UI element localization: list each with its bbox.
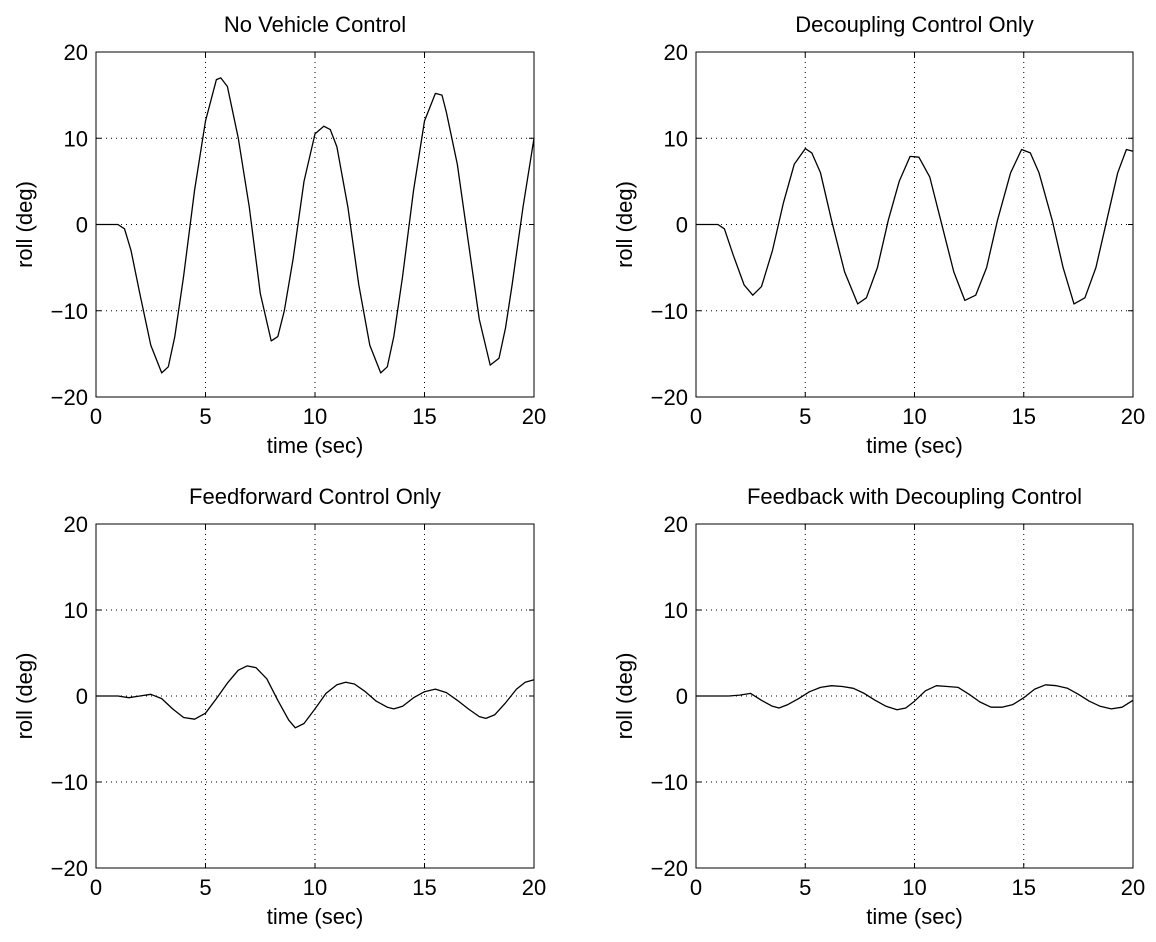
axes-box	[695, 51, 1134, 398]
y-tick-label: 10	[664, 126, 688, 151]
y-tick-label: 20	[664, 512, 688, 537]
y-tick-label: −10	[651, 299, 688, 324]
y-tick-label: 10	[64, 598, 88, 623]
y-tick-label: 0	[76, 684, 88, 709]
series-line-1	[96, 77, 535, 374]
x-tick-label: 0	[90, 875, 102, 900]
y-tick-label: −20	[51, 856, 88, 881]
y-tick-label: −20	[651, 856, 688, 881]
x-axis-label: time (sec)	[866, 433, 963, 458]
y-tick-label: −10	[51, 299, 88, 324]
subplot-3: 0 5 10 15 20 −20 −10 0 10 20 Feedforward Control O…	[12, 484, 546, 929]
x-tick-label: 15	[1012, 875, 1036, 900]
series-line-1	[96, 665, 535, 729]
chart-title: Feedback with Decoupling Control	[747, 484, 1082, 509]
y-tick-label: 10	[64, 126, 88, 151]
x-axis-label: time (sec)	[866, 904, 963, 929]
axes-box	[695, 523, 1134, 869]
y-tick-label: 20	[664, 40, 688, 65]
x-tick-label: 20	[1121, 875, 1145, 900]
series-line-1	[696, 147, 1134, 305]
y-tick-label: −10	[651, 770, 688, 795]
x-tick-label: 10	[902, 404, 926, 429]
y-tick-label: 10	[664, 598, 688, 623]
x-tick-label: 5	[799, 404, 811, 429]
y-tick-label: −20	[51, 385, 88, 410]
y-tick-label: 20	[64, 512, 88, 537]
y-tick-label: 0	[676, 213, 688, 238]
y-tick-label: 0	[676, 684, 688, 709]
x-tick-label: 10	[303, 404, 327, 429]
y-axis-label: roll (deg)	[612, 653, 637, 740]
chart-title: Decoupling Control Only	[795, 12, 1033, 37]
x-tick-label: 0	[690, 404, 702, 429]
x-tick-label: 5	[199, 404, 211, 429]
x-tick-label: 5	[799, 875, 811, 900]
y-tick-label: −20	[651, 385, 688, 410]
chart-title: No Vehicle Control	[224, 12, 406, 37]
chart-title: Feedforward Control Only	[189, 484, 441, 509]
subplot-4: 0 5 10 15 20 −20 −10 0 10 20 Feedback with Decoupl…	[612, 484, 1145, 929]
x-tick-label: 10	[303, 875, 327, 900]
y-tick-label: 20	[64, 40, 88, 65]
x-tick-label: 0	[90, 404, 102, 429]
x-tick-label: 20	[522, 875, 546, 900]
x-tick-label: 20	[1121, 404, 1145, 429]
x-tick-label: 0	[690, 875, 702, 900]
y-axis-label: roll (deg)	[612, 181, 637, 268]
x-axis-label: time (sec)	[267, 433, 364, 458]
x-tick-label: 15	[1012, 404, 1036, 429]
y-tick-label: 0	[76, 213, 88, 238]
x-tick-label: 10	[902, 875, 926, 900]
subplot-1: 0 5 10 15 20 −20 −10 0 10 20 No Vehicle Control tim…	[12, 12, 546, 458]
x-tick-label: 15	[412, 404, 436, 429]
y-axis-label: roll (deg)	[12, 181, 37, 268]
y-axis-label: roll (deg)	[12, 653, 37, 740]
subplot-2: 0 5 10 15 20 −20 −10 0 10 20 Decoupling Control On…	[612, 12, 1145, 458]
y-tick-label: −10	[51, 770, 88, 795]
x-tick-label: 5	[199, 875, 211, 900]
x-tick-label: 15	[412, 875, 436, 900]
x-tick-label: 20	[522, 404, 546, 429]
series-line-1	[696, 684, 1134, 711]
x-axis-label: time (sec)	[267, 904, 364, 929]
